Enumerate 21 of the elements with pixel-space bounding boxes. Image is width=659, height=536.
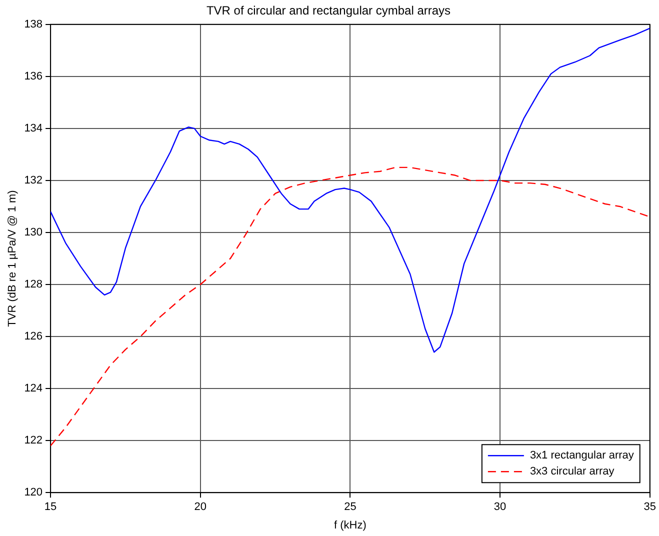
x-tick-label: 35 xyxy=(644,501,656,514)
y-tick-label: 126 xyxy=(24,330,43,343)
x-tick-label: 30 xyxy=(494,501,506,514)
y-tick-label: 134 xyxy=(24,122,43,134)
y-tick-label: 128 xyxy=(24,278,43,291)
x-tick-label: 25 xyxy=(344,501,356,514)
x-axis-title: f (kHz) xyxy=(334,519,366,532)
x-tick-label: 15 xyxy=(44,501,57,514)
y-tick-label: 124 xyxy=(24,382,43,395)
y-tick-label: 136 xyxy=(24,70,43,82)
x-tick-label: 20 xyxy=(194,501,207,514)
y-axis-title: TVR (dB re 1 µPa/V @ 1 m) xyxy=(6,190,19,327)
line-series xyxy=(50,166,650,446)
y-tick-label: 138 xyxy=(24,18,43,30)
legend-label: 3x3 circular array xyxy=(530,466,615,478)
chart-title: TVR of circular and rectangular cymbal arrays xyxy=(206,4,451,18)
y-tick-label: 130 xyxy=(24,226,43,239)
y-tick-label: 132 xyxy=(24,174,43,186)
legend-label: 3x1 rectangular array xyxy=(530,450,634,462)
y-tick-label: 122 xyxy=(24,434,43,447)
y-tick-label: 120 xyxy=(24,486,43,499)
